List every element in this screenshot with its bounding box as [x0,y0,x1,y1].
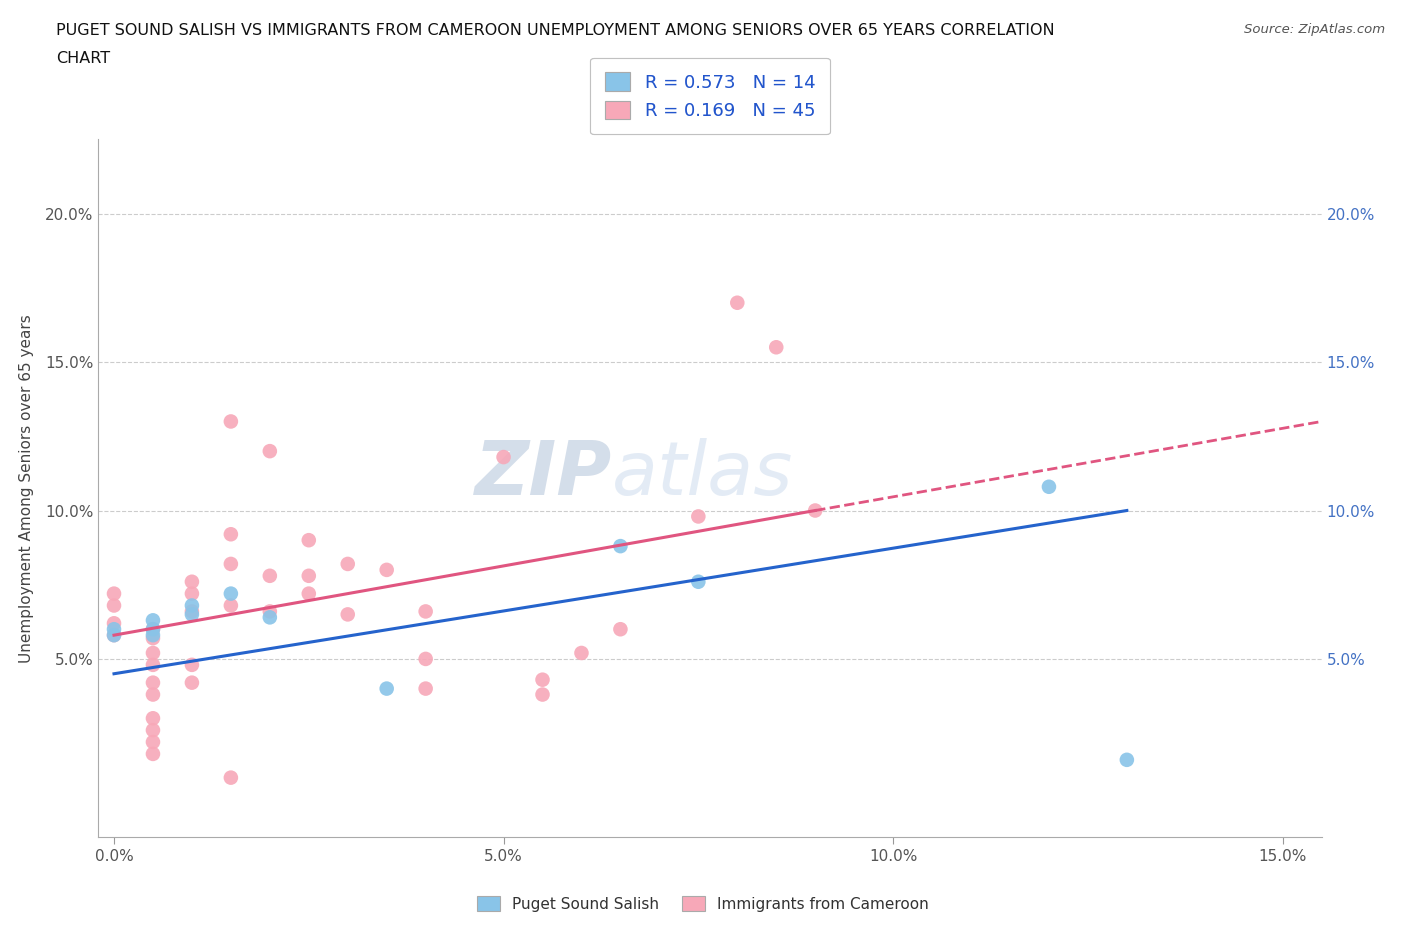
Point [609,538,631,553]
Point [180,598,202,613]
Point [259,568,281,583]
Point [415,604,437,618]
Point [180,575,202,590]
Point [180,604,202,618]
Point [142,687,165,702]
Point [103,628,125,643]
Point [142,658,165,672]
Point [609,622,631,637]
Point [688,509,710,524]
Point [103,598,125,613]
Text: Source: ZipAtlas.com: Source: ZipAtlas.com [1244,23,1385,36]
Point [375,681,398,696]
Point [219,586,242,601]
Point [259,604,281,618]
Point [259,444,281,458]
Point [180,607,202,622]
Point [571,645,593,660]
Point [180,675,202,690]
Point [142,723,165,737]
Point [219,770,242,785]
Point [180,586,202,601]
Point [142,747,165,762]
Point [142,622,165,637]
Point [688,575,710,590]
Point [298,533,321,548]
Y-axis label: Unemployment Among Seniors over 65 years: Unemployment Among Seniors over 65 years [20,314,34,662]
Point [180,658,202,672]
Point [1038,479,1060,494]
Point [375,563,398,578]
Point [415,681,437,696]
Point [103,616,125,631]
Point [142,622,165,637]
Point [1115,752,1137,767]
Point [142,613,165,628]
Point [142,631,165,645]
Text: CHART: CHART [56,51,110,66]
Point [336,607,359,622]
Point [336,556,359,571]
Point [298,568,321,583]
Point [142,675,165,690]
Point [103,628,125,643]
Point [259,610,281,625]
Point [142,628,165,643]
Point [219,556,242,571]
Point [219,526,242,541]
Point [219,414,242,429]
Text: PUGET SOUND SALISH VS IMMIGRANTS FROM CAMEROON UNEMPLOYMENT AMONG SENIORS OVER 6: PUGET SOUND SALISH VS IMMIGRANTS FROM CA… [56,23,1054,38]
Point [531,672,554,687]
Point [103,622,125,637]
Point [219,598,242,613]
Point [142,735,165,750]
Point [765,339,787,354]
Text: ZIP: ZIP [475,438,612,511]
Point [804,503,827,518]
Point [531,687,554,702]
Point [103,586,125,601]
Text: atlas: atlas [612,438,793,511]
Point [725,296,748,311]
Point [142,711,165,725]
Point [415,652,437,667]
Point [142,645,165,660]
Legend: R = 0.573   N = 14, R = 0.169   N = 45: R = 0.573 N = 14, R = 0.169 N = 45 [591,58,830,135]
Point [298,586,321,601]
Legend: Puget Sound Salish, Immigrants from Cameroon: Puget Sound Salish, Immigrants from Came… [471,889,935,918]
Point [492,449,515,464]
